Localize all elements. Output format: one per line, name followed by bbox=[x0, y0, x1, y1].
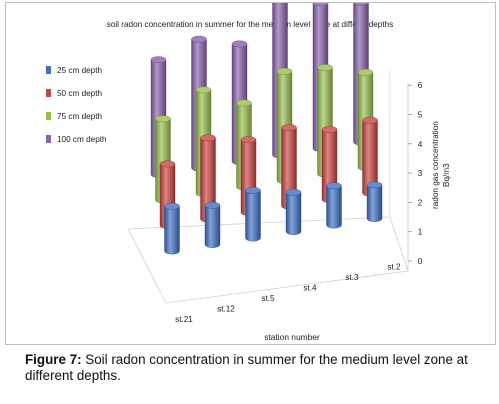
z-tick-label-0: 0 bbox=[418, 257, 423, 266]
legend: 25 cm depth 50 cm depth 75 cm depth 100 cm … bbox=[46, 66, 107, 144]
bars-group bbox=[150, 3, 383, 255]
chart-frame: soil radon concentration in summer for t… bbox=[5, 2, 496, 345]
x-tick-label-st-4: st.4 bbox=[303, 284, 317, 293]
x-tick-label-st-12: st.12 bbox=[217, 305, 235, 314]
figure-caption: Figure 7: Soil radon concentration in su… bbox=[25, 352, 487, 383]
figure-caption-label: Figure 7: bbox=[25, 352, 82, 367]
z-tick-label-3: 3 bbox=[418, 169, 423, 178]
x-axis-label: station number bbox=[264, 332, 320, 342]
legend-label-100-cm-depth: 100 cm depth bbox=[57, 135, 107, 144]
bar-50-cm-depth-st-12 bbox=[200, 134, 216, 223]
legend-label-75-cm-depth: 75 cm depth bbox=[57, 112, 103, 121]
bar-25-cm-depth-st-4 bbox=[285, 188, 302, 235]
legend-swatch-50-cm-depth bbox=[46, 89, 51, 97]
z-tick-label-2: 2 bbox=[418, 198, 423, 207]
legend-swatch-25-cm-depth bbox=[46, 66, 51, 74]
z-tick-label-1: 1 bbox=[418, 228, 423, 237]
bar-25-cm-depth-st-2 bbox=[366, 181, 383, 222]
z-axis: 0 1 2 3 4 5 6 radon gas concentration Bq/m3 bbox=[408, 81, 451, 266]
z-tick-label-5: 5 bbox=[418, 111, 423, 120]
x-tick-label-st-5: st.5 bbox=[261, 294, 275, 303]
chart-title: soil radon concentration in summer for t… bbox=[107, 20, 394, 29]
legend-swatch-75-cm-depth bbox=[46, 112, 51, 120]
bar-25-cm-depth-st-3 bbox=[326, 182, 342, 229]
legend-swatch-100-cm-depth bbox=[46, 135, 51, 143]
bar-25-cm-depth-st-5 bbox=[245, 186, 261, 242]
radon-3d-bar-chart: soil radon concentration in summer for t… bbox=[46, 3, 451, 342]
x-axis-tick-labels: st.21 st.12 st.5 st.4 st.3 st.2 bbox=[175, 263, 401, 325]
bar-25-cm-depth-st-12 bbox=[204, 201, 221, 248]
legend-label-25-cm-depth: 25 cm depth bbox=[57, 66, 103, 75]
z-tick-label-4: 4 bbox=[418, 140, 423, 149]
figure-caption-text: Soil radon concentration in summer for t… bbox=[25, 352, 468, 383]
x-tick-label-st-3: st.3 bbox=[345, 273, 359, 282]
z-tick-label-6: 6 bbox=[418, 81, 423, 90]
z-axis-label: radon gas concentration Bq/m3 bbox=[431, 121, 451, 209]
bar-25-cm-depth-st-21 bbox=[164, 202, 180, 255]
x-tick-label-st-21: st.21 bbox=[175, 315, 193, 324]
x-tick-label-st-2: st.2 bbox=[387, 263, 401, 272]
legend-label-50-cm-depth: 50 cm depth bbox=[57, 89, 103, 98]
